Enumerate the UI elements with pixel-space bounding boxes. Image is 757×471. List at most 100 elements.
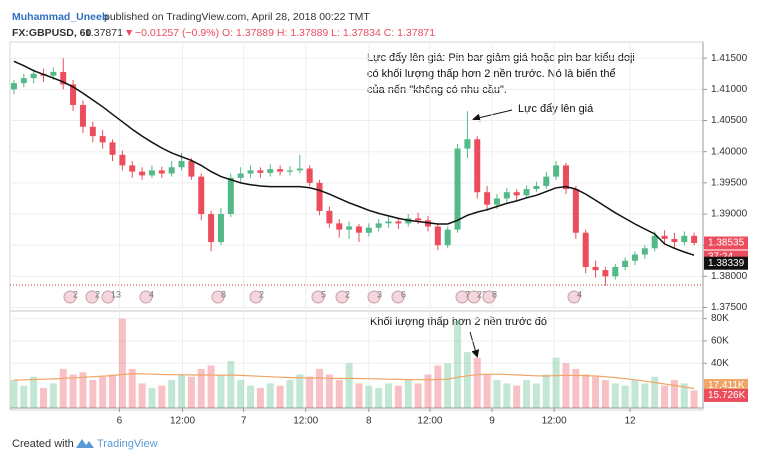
event-label: 2 (95, 289, 100, 299)
symbol: FX:GBPUSD, 60 (12, 27, 92, 39)
volume-bar (227, 361, 235, 408)
event-marker (567, 290, 581, 304)
volume-bar (532, 383, 540, 408)
footer-text: Created with (12, 438, 74, 450)
event-marker (101, 290, 115, 304)
event-label: 8 (221, 289, 226, 299)
y-tick-label: 1.40500 (711, 115, 748, 126)
volume-bar (345, 363, 353, 408)
event-label: 22 (477, 289, 487, 299)
y-tick-label: 1.39000 (711, 209, 748, 220)
published: published on TradingView.com, April 28, … (104, 11, 370, 23)
volume-bar (325, 374, 333, 408)
event-label: 8 (492, 289, 497, 299)
candle-body (651, 235, 658, 249)
candle-body (395, 221, 402, 224)
volume-bar (296, 374, 304, 408)
y-tick-label: 1.41000 (711, 84, 748, 95)
event-label: 2 (345, 289, 350, 299)
volume-bar (424, 374, 432, 408)
y-tick-label: 40K (711, 358, 729, 369)
volume-bar (493, 380, 501, 408)
volume-bar (89, 380, 97, 408)
volume-bar (641, 383, 649, 408)
candle-body (602, 270, 609, 277)
volume-bar (178, 374, 186, 408)
candle-body (355, 226, 362, 233)
candle-body (691, 235, 698, 243)
event-label: 3 (377, 289, 382, 299)
candle-body (346, 226, 353, 230)
y-tick-label: 1.41500 (711, 53, 748, 64)
event-marker (85, 290, 99, 304)
volume-bar (434, 365, 442, 408)
candle-body (681, 235, 688, 243)
candle-body (208, 214, 215, 243)
volume-bar (454, 320, 462, 408)
candle-body (50, 71, 57, 76)
volume-bar (592, 376, 600, 408)
candle-body (533, 185, 540, 190)
volume-bar (621, 385, 629, 408)
candle-body (582, 232, 589, 267)
event-marker (311, 290, 325, 304)
event-marker (482, 290, 496, 304)
volume-bar (20, 385, 28, 408)
change: −0.01257 (−0.9%) (135, 27, 219, 39)
volume-bar (651, 376, 659, 408)
candle-body (70, 84, 77, 105)
volume-bar (670, 380, 678, 408)
volume-bar (552, 357, 560, 408)
volume-bar (286, 380, 294, 408)
candle-body (178, 161, 185, 168)
volume-bar (207, 365, 215, 408)
event-marker (467, 290, 481, 304)
candle-body (553, 165, 560, 177)
volume-bar (128, 368, 136, 408)
candle-body (474, 139, 481, 193)
candle-body (592, 266, 599, 271)
volume-bar (542, 374, 550, 408)
candle-body (493, 198, 500, 205)
volume-bar (463, 352, 471, 408)
volume-bar (601, 380, 609, 408)
x-tick-label: 8 (366, 416, 372, 427)
candle-body (464, 139, 471, 149)
y-tick-label: 60K (711, 336, 729, 347)
candle-body (217, 214, 224, 243)
volume-label-box (704, 388, 748, 402)
volume-bar (680, 383, 688, 408)
x-tick-label: 12:00 (293, 416, 318, 427)
candle-body (129, 165, 136, 172)
volume-bar (256, 387, 264, 408)
volume-bar (168, 380, 176, 408)
candle-body (60, 71, 67, 85)
x-tick-label: 12:00 (170, 416, 195, 427)
volume-bar (513, 385, 521, 408)
annotation: Lực đẩy lên giá (518, 103, 594, 115)
event-marker (367, 290, 381, 304)
event-label: 7 (465, 289, 470, 299)
candle-body (641, 248, 648, 255)
candle-body (148, 170, 155, 176)
candle-body (572, 189, 579, 233)
candle-body (30, 73, 37, 79)
y-tick-label: 80K (711, 313, 729, 324)
volume-bar (572, 368, 580, 408)
last-price-label-box (704, 236, 748, 250)
volume-bar (237, 380, 245, 408)
x-tick-label: 6 (117, 416, 123, 427)
volume-bar (483, 374, 491, 408)
volume-bar (473, 357, 481, 408)
candle-body (188, 161, 195, 177)
candle-body (267, 169, 274, 173)
y-tick-label: 1.40000 (711, 146, 748, 157)
annotation-arrow (472, 109, 513, 122)
ma-label-box (704, 256, 748, 270)
candle-body (415, 218, 422, 221)
volume-bar (414, 383, 422, 408)
event-marker (391, 290, 405, 304)
candle-body (109, 142, 116, 155)
